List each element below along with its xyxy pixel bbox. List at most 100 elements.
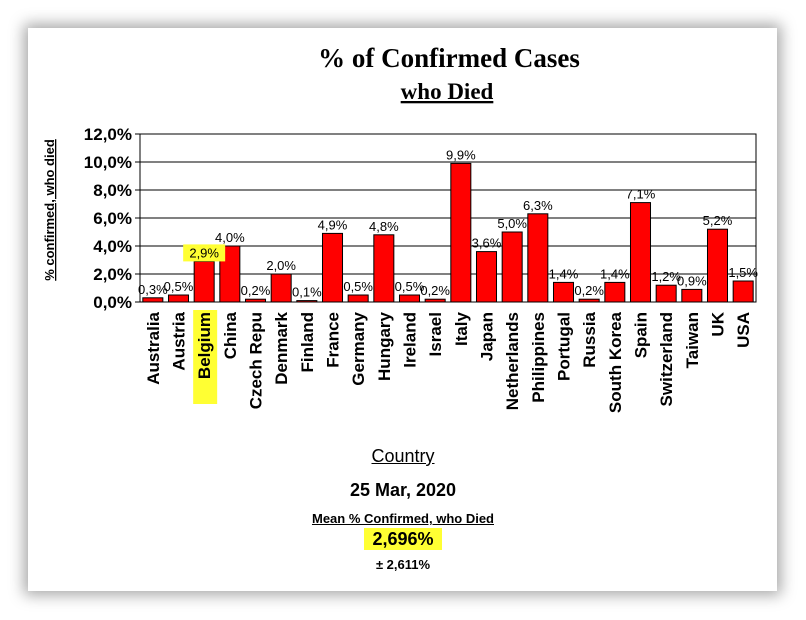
x-tick: Australia — [144, 311, 163, 384]
data-label: 0,2% — [420, 283, 450, 298]
x-tick: Germany — [349, 311, 368, 385]
chart-date: 25 Mar, 2020 — [349, 480, 457, 500]
x-tick-label: Denmark — [272, 311, 291, 384]
x-tick: Austria — [170, 311, 189, 370]
x-tick: Spain — [632, 312, 651, 358]
data-label: 1,5% — [728, 265, 758, 280]
chart-subtitle: who Died — [401, 79, 494, 104]
data-label: 4,9% — [318, 217, 348, 232]
x-tick: France — [324, 312, 343, 368]
data-label-highlight — [183, 244, 226, 262]
x-tick: Belgium — [193, 310, 218, 404]
data-label: 1,4% — [549, 266, 579, 281]
y-tick-label: 8,0% — [93, 181, 132, 200]
x-axis-title: Country — [371, 446, 435, 466]
data-label: 0,9% — [677, 273, 707, 288]
x-tick: Russia — [580, 311, 599, 367]
x-tick: Finland — [298, 312, 317, 372]
x-tick-label: China — [221, 311, 240, 359]
bar — [655, 284, 677, 303]
x-tick-label: Switzerland — [657, 312, 676, 406]
x-tick: Czech Repu — [247, 312, 266, 409]
x-tick: China — [221, 311, 240, 359]
y-tick-labels: 0,0% 2,0% 4,0% 6,0% 8,0% 10,0% 12,0% — [84, 125, 132, 312]
x-tick: Italy — [452, 311, 471, 346]
x-tick: Hungary — [375, 311, 394, 381]
mean-value: 2,696% — [0, 528, 806, 550]
data-label: 0,3% — [138, 282, 168, 297]
bar — [321, 232, 344, 303]
x-tick-label: Ireland — [401, 312, 420, 368]
plot-area-frame — [139, 133, 757, 303]
bar — [193, 260, 215, 303]
bar — [604, 281, 626, 303]
x-tick: Denmark — [272, 311, 291, 384]
data-label: 5,0% — [497, 216, 527, 231]
data-label: 7,1% — [626, 187, 656, 202]
x-tick: Philippines — [529, 312, 548, 403]
y-tick-label: 0,0% — [93, 293, 132, 312]
x-tick: UK — [709, 311, 728, 336]
y-tick-label: 10,0% — [84, 153, 132, 172]
x-tick: Taiwan — [683, 312, 702, 368]
data-label: 2,0% — [266, 258, 296, 273]
x-tick-label: Finland — [298, 312, 317, 372]
bar — [167, 294, 190, 303]
bar — [270, 273, 292, 303]
y-tick-label: 6,0% — [93, 209, 132, 228]
data-label: 0,1% — [292, 285, 322, 300]
x-tick-label: Germany — [349, 311, 368, 385]
x-tick-label: Netherlands — [503, 312, 522, 410]
x-tick: Switzerland — [657, 312, 676, 406]
data-label: 1,2% — [651, 269, 681, 284]
bar — [373, 234, 395, 303]
x-tick: USA — [734, 312, 753, 348]
bar — [732, 280, 754, 303]
x-tick-label: Australia — [144, 311, 163, 384]
chart-page — [28, 28, 777, 591]
x-tick-label: Russia — [580, 311, 599, 367]
mean-label: Mean % Confirmed, who Died — [311, 511, 494, 526]
x-tick-label: UK — [709, 311, 728, 336]
bar — [347, 294, 369, 303]
x-tick: South Korea — [606, 311, 625, 413]
y-tick-label: 2,0% — [93, 265, 132, 284]
data-label: 5,2% — [703, 213, 733, 228]
data-label: 1,4% — [600, 266, 630, 281]
bar — [501, 231, 523, 303]
x-tick-label: Italy — [452, 311, 471, 346]
x-tick-label: South Korea — [606, 311, 625, 413]
bar — [398, 294, 421, 303]
bar — [629, 202, 652, 303]
x-tick: Israel — [426, 312, 445, 356]
x-tick: Japan — [478, 312, 497, 361]
x-tick-label: Hungary — [375, 311, 394, 381]
bar — [475, 251, 498, 303]
std-dev: ± 2,611% — [375, 557, 431, 572]
chart-title: % of Confirmed Cases — [318, 43, 580, 73]
x-tick-label: Belgium — [195, 312, 214, 379]
x-tick-label: Israel — [426, 312, 445, 356]
y-tick-label: 12,0% — [84, 125, 132, 144]
x-tick: Portugal — [555, 312, 574, 381]
bar — [706, 228, 729, 303]
x-tick-label: Austria — [170, 311, 189, 370]
bar — [681, 288, 703, 303]
x-tick-label: Czech Repu — [247, 312, 266, 409]
data-label: 4,8% — [369, 219, 399, 234]
data-label: 0,5% — [343, 279, 373, 294]
x-tick-highlight — [193, 310, 218, 404]
x-tick-label: Japan — [478, 312, 497, 361]
data-label: 4,0% — [215, 230, 245, 245]
x-tick: Ireland — [401, 312, 420, 368]
x-tick-label: Portugal — [555, 312, 574, 381]
x-tick-label: France — [324, 312, 343, 368]
data-label: 0,5% — [395, 279, 425, 294]
data-label: 2,9% — [189, 245, 219, 260]
data-label: 3,6% — [472, 236, 502, 251]
data-label: 9,9% — [446, 147, 476, 162]
bar — [450, 162, 472, 303]
x-tick-label: Philippines — [529, 312, 548, 403]
data-label: 6,3% — [523, 198, 553, 213]
